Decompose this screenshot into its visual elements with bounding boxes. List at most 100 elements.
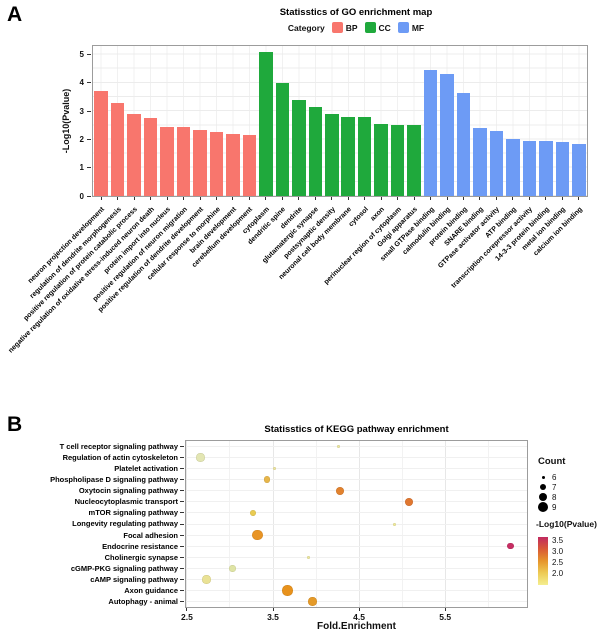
kegg-gridline-h xyxy=(186,457,527,459)
go-ytick-label: 3 xyxy=(79,106,84,116)
go-xtick-mark xyxy=(578,197,580,200)
go-bar xyxy=(160,126,174,196)
colorbar-tick-label: 2.0 xyxy=(552,569,564,578)
kegg-dot xyxy=(308,597,317,606)
legend-item: MF xyxy=(397,22,424,33)
go-bar xyxy=(275,82,290,196)
kegg-dot xyxy=(306,555,310,559)
count-legend-dot xyxy=(537,501,549,513)
go-bar xyxy=(226,133,240,196)
kegg-plot-area xyxy=(185,440,528,608)
go-bar xyxy=(506,139,520,196)
kegg-ytick-mark xyxy=(180,534,184,536)
kegg-xtick-label: 2.5 xyxy=(180,612,193,622)
go-xtick-mark xyxy=(199,197,201,200)
go-bar xyxy=(423,70,438,196)
go-plot-area xyxy=(92,45,588,197)
kegg-ytick-mark xyxy=(180,501,184,503)
go-ytick-label: 4 xyxy=(79,78,84,88)
kegg-xtick-label: 4.5 xyxy=(353,612,365,622)
kegg-dot xyxy=(249,509,257,517)
kegg-x-axis-title: Fold.Enrichment xyxy=(317,621,396,632)
go-category-legend: Category BP CC MF xyxy=(106,22,604,33)
kegg-pathway-label: cAMP signaling pathway xyxy=(90,574,178,584)
kegg-pathway-label: Phospholipase D signaling pathway xyxy=(50,475,178,485)
go-xtick-mark xyxy=(248,197,250,200)
go-ytick-label: 2 xyxy=(79,134,84,144)
count-legend-item: 8 xyxy=(538,492,598,502)
panel-a-letter: A xyxy=(7,3,23,26)
kegg-ytick-mark xyxy=(180,578,184,580)
kegg-pathway-label: Oxytocin signaling pathway xyxy=(78,486,178,496)
legend-item-label: BP xyxy=(345,22,358,33)
kegg-xtick-mark xyxy=(186,608,188,611)
pvalue-colorbar xyxy=(538,537,548,585)
kegg-dot xyxy=(196,453,205,462)
kegg-dot xyxy=(273,467,277,471)
go-ytick-mark xyxy=(87,110,91,112)
count-legend-item: 6 xyxy=(538,472,598,482)
kegg-dot xyxy=(336,445,340,449)
go-xtick-mark xyxy=(413,197,415,200)
go-xtick-mark xyxy=(512,197,514,200)
go-x-axis-ticks xyxy=(93,197,587,201)
go-xtick-mark xyxy=(100,197,102,200)
kegg-gridline-h xyxy=(186,556,527,558)
count-legend-value: 7 xyxy=(552,483,557,492)
go-bar xyxy=(539,140,553,196)
go-xtick-mark xyxy=(265,197,267,200)
go-bar xyxy=(456,92,471,196)
count-legend-item: 9 xyxy=(537,501,598,513)
go-bar xyxy=(572,143,586,196)
kegg-pathway-label: Focal adhesion xyxy=(123,530,178,540)
kegg-xtick-mark xyxy=(444,608,446,611)
go-xtick-mark xyxy=(528,197,530,200)
go-xtick-mark xyxy=(331,197,333,200)
go-bar xyxy=(127,113,141,196)
kegg-ytick-mark xyxy=(180,589,184,591)
go-xtick-mark xyxy=(495,197,497,200)
count-legend-dot xyxy=(539,483,547,491)
kegg-chart-title: Statisstics of KEGG pathway enrichment xyxy=(264,424,449,435)
kegg-pathway-label: Longevity regulating pathway xyxy=(72,519,178,529)
go-bars-layer xyxy=(93,46,587,196)
panel-b-letter: B xyxy=(7,413,23,436)
count-legend-dot xyxy=(538,492,548,502)
kegg-xtick-mark xyxy=(272,608,274,611)
go-bar xyxy=(193,129,207,196)
kegg-dot xyxy=(507,542,514,550)
legend-item: CC xyxy=(364,22,391,33)
kegg-gridline-h xyxy=(186,534,527,536)
count-legend-value: 6 xyxy=(552,473,557,482)
count-legend-title: Count xyxy=(538,456,566,467)
kegg-gridline-h xyxy=(186,601,527,602)
legend-swatch xyxy=(331,22,343,33)
kegg-ytick-mark xyxy=(180,490,184,492)
go-xtick-mark xyxy=(430,197,432,200)
go-xtick-mark xyxy=(183,197,185,200)
go-bar xyxy=(143,118,158,196)
kegg-gridline-h xyxy=(186,567,527,569)
go-xtick-mark xyxy=(232,197,234,200)
go-xtick-mark xyxy=(347,197,349,200)
kegg-y-axis-ticks xyxy=(180,441,184,607)
pvalue-colorbar-ticks: 3.5 3.0 2.5 2.0 xyxy=(552,536,582,585)
kegg-ytick-mark xyxy=(180,601,184,602)
kegg-pathway-label: T cell receptor signaling pathway xyxy=(59,442,178,451)
kegg-gridline-h xyxy=(186,512,527,514)
go-xtick-mark xyxy=(117,197,119,200)
kegg-x-axis-ticks xyxy=(186,608,527,612)
go-bar xyxy=(473,128,487,196)
go-bar xyxy=(176,126,191,196)
kegg-dots-layer xyxy=(186,441,527,607)
go-ytick-mark xyxy=(87,82,91,84)
kegg-gridlines xyxy=(186,441,527,607)
kegg-xtick-label: 5.5 xyxy=(439,612,452,622)
kegg-gridline-h xyxy=(186,501,527,503)
count-legend-value: 8 xyxy=(552,493,557,502)
kegg-gridline-h xyxy=(186,578,527,580)
kegg-pathway-label: Cholinergic synapse xyxy=(104,552,178,562)
go-ytick-label: 1 xyxy=(79,163,84,173)
go-xtick-mark xyxy=(561,197,563,200)
